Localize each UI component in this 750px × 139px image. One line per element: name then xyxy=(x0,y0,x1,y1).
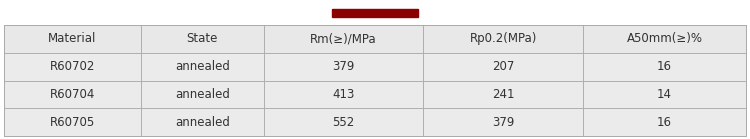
Text: 379: 379 xyxy=(492,116,514,129)
Text: annealed: annealed xyxy=(175,116,230,129)
Text: Rp0.2(MPa): Rp0.2(MPa) xyxy=(470,32,537,45)
Text: 413: 413 xyxy=(332,88,355,101)
Text: 16: 16 xyxy=(657,60,672,73)
Text: Rm(≥)/MPa: Rm(≥)/MPa xyxy=(310,32,376,45)
Text: State: State xyxy=(187,32,218,45)
Text: 16: 16 xyxy=(657,116,672,129)
Text: 207: 207 xyxy=(492,60,514,73)
Text: annealed: annealed xyxy=(175,60,230,73)
Text: R60705: R60705 xyxy=(50,116,95,129)
Text: 379: 379 xyxy=(332,60,355,73)
Text: 552: 552 xyxy=(332,116,355,129)
Text: annealed: annealed xyxy=(175,88,230,101)
Text: R60702: R60702 xyxy=(50,60,95,73)
Text: 241: 241 xyxy=(492,88,514,101)
Text: Material: Material xyxy=(48,32,97,45)
Text: 14: 14 xyxy=(657,88,672,101)
Text: A50mm(≥)%: A50mm(≥)% xyxy=(626,32,703,45)
Text: R60704: R60704 xyxy=(50,88,95,101)
